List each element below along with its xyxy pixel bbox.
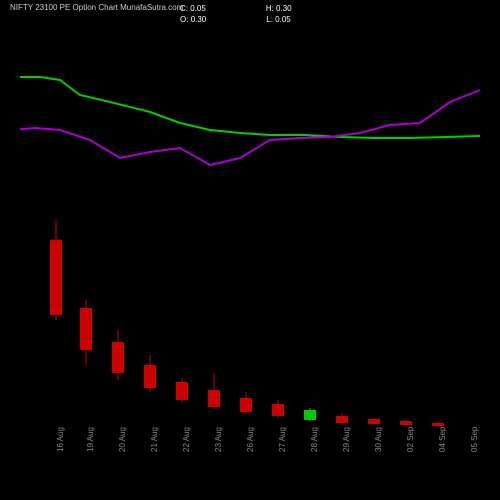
- chart-area: [20, 30, 480, 430]
- candle: [80, 30, 92, 430]
- candle: [272, 30, 284, 430]
- candle: [144, 30, 156, 430]
- ohlc-display: C: 0.05 H: 0.30 O: 0.30 L: 0.05: [180, 3, 292, 25]
- candle-body: [50, 240, 62, 315]
- x-axis-label: 04 Sep: [438, 427, 447, 452]
- candle: [208, 30, 220, 430]
- candle-body: [176, 382, 188, 400]
- candle: [400, 30, 412, 430]
- candle: [432, 30, 444, 430]
- x-axis-label: 26 Aug: [246, 427, 255, 452]
- x-axis-label: 23 Aug: [214, 427, 223, 452]
- high-value: H: 0.30: [266, 3, 292, 14]
- x-axis-label: 21 Aug: [150, 427, 159, 452]
- x-axis-label: 27 Aug: [278, 427, 287, 452]
- x-axis-label: 28 Aug: [310, 427, 319, 452]
- x-axis-label: 19 Aug: [86, 427, 95, 452]
- candle: [368, 30, 380, 430]
- x-axis-label: 30 Aug: [374, 427, 383, 452]
- chart-title: NIFTY 23100 PE Option Chart MunafaSutra.…: [10, 3, 183, 12]
- candle: [336, 30, 348, 430]
- x-axis-label: 16 Aug: [56, 427, 65, 452]
- candle-body: [304, 410, 316, 420]
- x-axis-label: 22 Aug: [182, 427, 191, 452]
- candle: [304, 30, 316, 430]
- candle: [176, 30, 188, 430]
- candle: [240, 30, 252, 430]
- candle-body: [144, 365, 156, 388]
- x-axis-labels: 16 Aug 19 Aug 20 Aug 21 Aug 22 Aug 23 Aug 26 A…: [20, 422, 480, 462]
- candle-body: [80, 308, 92, 350]
- x-axis-label: 20 Aug: [118, 427, 127, 452]
- open-value: O: 0.30: [180, 14, 206, 25]
- candle-body: [112, 342, 124, 373]
- candle: [112, 30, 124, 430]
- candle: [50, 30, 62, 430]
- x-axis-label: 05 Sep: [470, 427, 479, 452]
- x-axis-label: 29 Aug: [342, 427, 351, 452]
- close-value: C: 0.05: [180, 3, 206, 14]
- candle-body: [272, 404, 284, 416]
- candle-body: [208, 390, 220, 407]
- x-axis-label: 02 Sep: [406, 427, 415, 452]
- candle-body: [240, 398, 252, 412]
- low-value: L: 0.05: [266, 14, 290, 25]
